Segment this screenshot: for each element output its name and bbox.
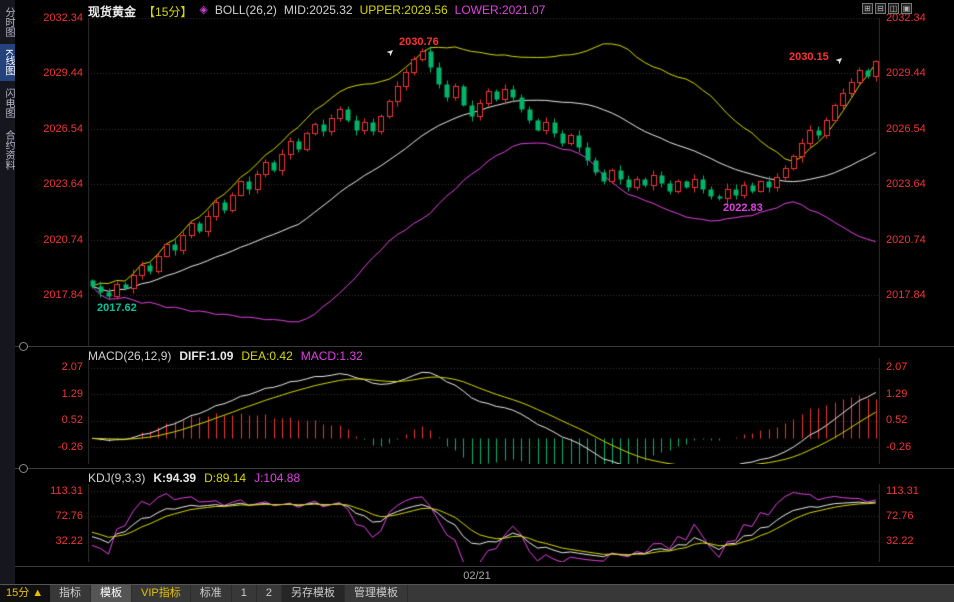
price-axis-label: 72.76	[886, 510, 914, 522]
boll-label: BOLL(26,2)	[214, 3, 277, 17]
price-axis-label: 2020.74	[43, 234, 83, 246]
price-axis-label: 113.31	[50, 485, 83, 497]
price-axis-label: -0.26	[57, 441, 83, 453]
macd-diff-value: DIFF:1.09	[179, 349, 234, 363]
price-axis-label: 32.22	[55, 535, 83, 547]
toolbar-save-template-button[interactable]: 另存模板	[281, 585, 345, 602]
panel-divider[interactable]	[15, 346, 954, 347]
kdj-k-value: K:94.39	[153, 471, 197, 485]
macd-header: MACD(26,12,9) DIFF:1.09 DEA:0.42 MACD:1.…	[88, 349, 363, 363]
control-grid-icon[interactable]: ⊞	[862, 3, 873, 14]
price-axis-label: 2.07	[61, 361, 83, 373]
macd-chart-canvas[interactable]	[88, 358, 880, 464]
price-axis-label: 2017.84	[43, 289, 83, 301]
toolbar-preset-1-button[interactable]: 1	[232, 585, 257, 602]
indicator-icon[interactable]: ◈	[199, 4, 208, 16]
sidebar-item-timeshare[interactable]: 分时图	[3, 7, 14, 37]
panel-toggle-icon[interactable]	[19, 342, 28, 351]
bottom-toolbar: 15分 ▲ 指标 模板 VIP指标 标准 1 2 另存模板 管理模板	[0, 584, 954, 602]
price-axis-label: 2023.64	[886, 178, 926, 190]
price-axis-label: -0.26	[886, 441, 912, 453]
price-axis-label: 1.29	[61, 388, 83, 400]
symbol-name: 现货黄金	[88, 5, 137, 19]
price-axis-label: 72.76	[55, 510, 83, 522]
boll-upper-value: UPPER:2029.56	[359, 3, 448, 17]
annotation-start-low: 2017.62	[97, 302, 137, 314]
control-split-icon[interactable]: ⊟	[875, 3, 886, 14]
date-label: 02/21	[463, 570, 491, 582]
kdj-d-value: D:89.14	[204, 471, 247, 485]
price-axis-label: 2029.44	[886, 67, 926, 79]
toolbar-manage-template-button[interactable]: 管理模板	[345, 585, 408, 602]
price-axis-label: 113.31	[886, 485, 919, 497]
panel-toggle-icon[interactable]	[19, 464, 28, 473]
price-axis-label: 2017.84	[886, 289, 926, 301]
price-axis-label: 2023.64	[43, 178, 83, 190]
period-label: 【15分】	[143, 5, 193, 19]
sidebar-item-kline[interactable]: K线图	[0, 44, 15, 81]
boll-mid-value: MID:2025.32	[283, 3, 353, 17]
boll-lower-value: LOWER:2021.07	[454, 3, 546, 17]
annotation-low-dip: 2022.83	[723, 202, 763, 214]
price-axis-label: 2029.44	[43, 67, 83, 79]
price-axis-label: 2.07	[886, 361, 908, 373]
toolbar-preset-2-button[interactable]: 2	[257, 585, 282, 602]
price-axis-label: 2032.34	[886, 12, 926, 24]
control-window-icon[interactable]: ◫	[888, 3, 899, 14]
price-axis-label: 1.29	[886, 388, 908, 400]
sidebar-item-flash[interactable]: 闪电图	[3, 87, 14, 118]
toolbar-template-button[interactable]: 模板	[91, 585, 132, 602]
price-axis-label: 2026.54	[886, 123, 926, 135]
kdj-j-value: J:104.88	[254, 471, 301, 485]
main-chart-canvas[interactable]	[88, 18, 880, 346]
kdj-chart-canvas[interactable]	[88, 484, 880, 562]
chart-header: 现货黄金 【15分】 ◈ BOLL(26,2) MID:2025.32 UPPE…	[88, 3, 545, 20]
annotation-high-2: 2030.15	[789, 51, 829, 63]
window-controls: ⊞ ⊟ ◫ ▣	[862, 3, 912, 14]
macd-dea-value: DEA:0.42	[241, 349, 293, 363]
kdj-title: KDJ(9,3,3)	[88, 471, 146, 485]
price-axis-label: 2026.54	[43, 123, 83, 135]
price-axis-label: 0.52	[886, 414, 908, 426]
price-axis-label: 0.52	[61, 414, 83, 426]
price-axis-label: 32.22	[886, 535, 914, 547]
panel-divider[interactable]	[15, 468, 954, 469]
price-axis-label: 2032.34	[43, 12, 83, 24]
macd-title: MACD(26,12,9)	[88, 349, 172, 363]
control-panel-icon[interactable]: ▣	[901, 3, 912, 14]
price-axis-label: 2020.74	[886, 234, 926, 246]
kdj-header: KDJ(9,3,3) K:94.39 D:89.14 J:104.88	[88, 471, 300, 485]
annotation-high-1: 2030.76	[399, 36, 439, 48]
sidebar: 分时图 K线图 闪电图 合约资料	[0, 0, 15, 584]
sidebar-item-contract-info[interactable]: 合约资料	[3, 129, 14, 170]
period-selector[interactable]: 15分 ▲	[0, 585, 50, 602]
toolbar-standard-button[interactable]: 标准	[191, 585, 232, 602]
toolbar-indicator-button[interactable]: 指标	[50, 585, 91, 602]
macd-macd-value: MACD:1.32	[300, 349, 363, 363]
time-axis: 02/21	[15, 566, 954, 584]
toolbar-vip-indicator-button[interactable]: VIP指标	[132, 585, 191, 602]
